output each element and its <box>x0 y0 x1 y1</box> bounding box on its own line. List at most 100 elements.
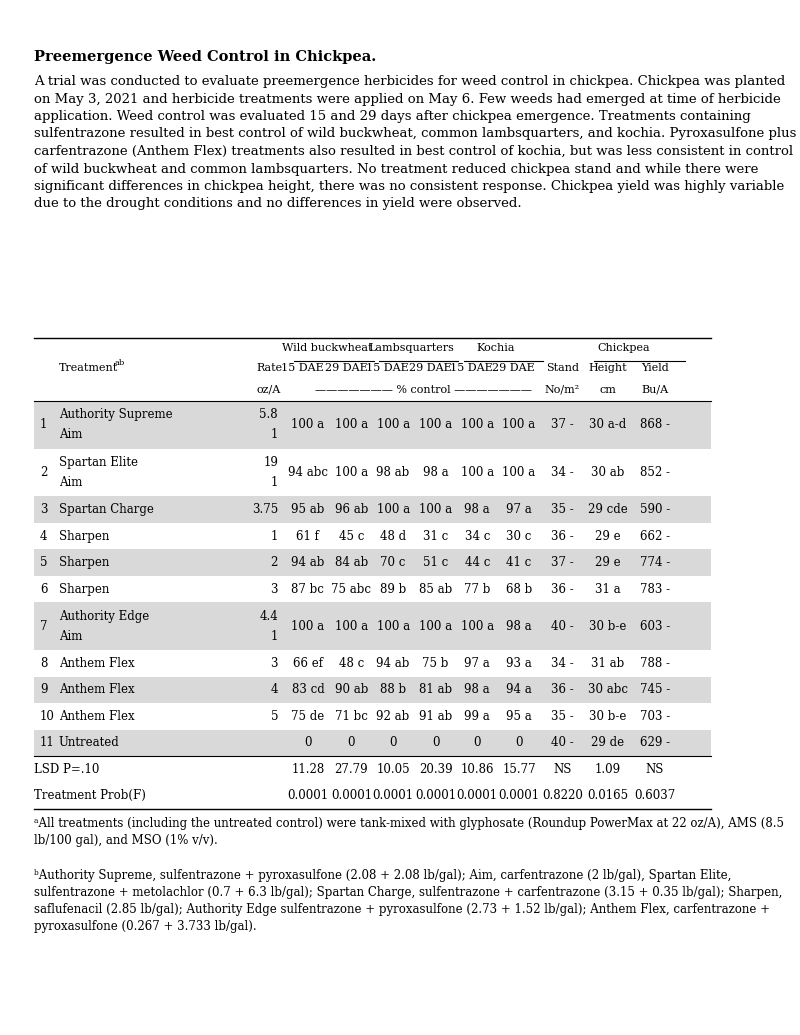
Text: 29 DAE: 29 DAE <box>492 363 535 373</box>
Text: 98 a: 98 a <box>423 466 449 479</box>
Text: 100 a: 100 a <box>461 620 494 632</box>
Text: 2: 2 <box>270 556 278 569</box>
Text: 45 c: 45 c <box>338 530 364 542</box>
Text: 5.8: 5.8 <box>259 409 278 421</box>
Text: Aim: Aim <box>59 476 82 490</box>
Text: Aim: Aim <box>59 629 82 643</box>
Text: NS: NS <box>554 763 572 776</box>
Text: 0: 0 <box>390 736 397 749</box>
Text: 0.0001: 0.0001 <box>287 790 329 802</box>
Text: 868 -: 868 - <box>640 418 670 432</box>
Text: 98 a: 98 a <box>506 620 532 632</box>
Text: 9: 9 <box>40 683 47 697</box>
Text: 1: 1 <box>270 530 278 542</box>
Text: 30 a-d: 30 a-d <box>589 418 626 432</box>
Text: 29 e: 29 e <box>595 556 621 569</box>
Text: 11: 11 <box>40 736 54 749</box>
Text: ᵃAll treatments (including the untreated control) were tank-mixed with glyphosat: ᵃAll treatments (including the untreated… <box>34 817 785 847</box>
Bar <box>34 677 711 703</box>
Text: 94 ab: 94 ab <box>291 556 325 569</box>
Text: Authority Edge: Authority Edge <box>59 610 149 623</box>
Bar <box>34 497 711 523</box>
Text: 11.28: 11.28 <box>291 763 325 776</box>
Text: 31 a: 31 a <box>595 583 621 596</box>
Text: Sharpen: Sharpen <box>59 556 110 569</box>
Text: 100 a: 100 a <box>461 418 494 432</box>
Text: 100 a: 100 a <box>291 620 325 632</box>
Text: 100 a: 100 a <box>419 418 452 432</box>
Text: 40 -: 40 - <box>551 736 574 749</box>
Bar <box>34 550 711 575</box>
Text: 92 ab: 92 ab <box>377 710 410 722</box>
Text: Treatment: Treatment <box>59 363 118 373</box>
Text: 100 a: 100 a <box>502 418 535 432</box>
Text: 0.0001: 0.0001 <box>373 790 414 802</box>
Text: 89 b: 89 b <box>380 583 406 596</box>
Text: 100 a: 100 a <box>291 418 325 432</box>
Text: 1.09: 1.09 <box>594 763 621 776</box>
Text: oz/A: oz/A <box>257 385 281 395</box>
Text: 783 -: 783 - <box>640 583 670 596</box>
Text: 34 -: 34 - <box>551 657 574 670</box>
Text: 8: 8 <box>40 657 47 670</box>
Text: 94 ab: 94 ab <box>376 657 410 670</box>
Text: 629 -: 629 - <box>640 736 670 749</box>
Text: 97 a: 97 a <box>465 657 490 670</box>
Text: 98 a: 98 a <box>465 503 490 516</box>
Text: 96 ab: 96 ab <box>334 503 368 516</box>
Text: 71 bc: 71 bc <box>335 710 368 722</box>
Text: 788 -: 788 - <box>640 657 670 670</box>
Text: 0: 0 <box>474 736 481 749</box>
Text: 4.4: 4.4 <box>259 610 278 623</box>
Text: Rate: Rate <box>256 363 282 373</box>
Text: 36 -: 36 - <box>551 683 574 697</box>
Text: 100 a: 100 a <box>335 620 368 632</box>
Text: 81 ab: 81 ab <box>419 683 452 697</box>
Text: 3: 3 <box>270 657 278 670</box>
Text: Height: Height <box>589 363 627 373</box>
Text: 87 bc: 87 bc <box>291 583 324 596</box>
Text: 100 a: 100 a <box>461 466 494 479</box>
Text: 44 c: 44 c <box>465 556 490 569</box>
Text: 70 c: 70 c <box>380 556 406 569</box>
Text: 3.75: 3.75 <box>252 503 278 516</box>
Text: Chickpea: Chickpea <box>598 343 650 353</box>
Text: 0.0001: 0.0001 <box>331 790 372 802</box>
Text: 34 c: 34 c <box>465 530 490 542</box>
Text: 29 e: 29 e <box>595 530 621 542</box>
Text: 95 ab: 95 ab <box>291 503 325 516</box>
Text: ab: ab <box>115 359 126 367</box>
Text: 100 a: 100 a <box>502 466 535 479</box>
Text: 66 ef: 66 ef <box>293 657 323 670</box>
Text: 48 c: 48 c <box>338 657 364 670</box>
Text: Preemergence Weed Control in Chickpea.: Preemergence Weed Control in Chickpea. <box>34 50 377 64</box>
Text: 10.05: 10.05 <box>376 763 410 776</box>
Text: 5: 5 <box>270 710 278 722</box>
Text: 98 ab: 98 ab <box>377 466 410 479</box>
Text: A trial was conducted to evaluate preemergence herbicides for weed control in ch: A trial was conducted to evaluate preeme… <box>34 75 797 210</box>
Text: 100 a: 100 a <box>377 503 410 516</box>
Text: 0: 0 <box>515 736 522 749</box>
Text: 91 ab: 91 ab <box>419 710 452 722</box>
Text: 15 DAE: 15 DAE <box>281 363 324 373</box>
Text: 10: 10 <box>40 710 54 722</box>
Text: 7: 7 <box>40 620 47 632</box>
Text: 75 de: 75 de <box>291 710 325 722</box>
Text: 0: 0 <box>432 736 439 749</box>
Text: 36 -: 36 - <box>551 583 574 596</box>
Text: Yield: Yield <box>641 363 669 373</box>
Text: Kochia: Kochia <box>476 343 514 353</box>
Text: 29 DAE: 29 DAE <box>409 363 451 373</box>
Text: 0.0001: 0.0001 <box>457 790 498 802</box>
Text: 41 c: 41 c <box>506 556 531 569</box>
Text: 745 -: 745 - <box>640 683 670 697</box>
Text: 15 DAE: 15 DAE <box>450 363 494 373</box>
Text: 100 a: 100 a <box>335 466 368 479</box>
Bar <box>34 602 711 650</box>
Text: 36 -: 36 - <box>551 530 574 542</box>
Text: 703 -: 703 - <box>640 710 670 722</box>
Text: 1: 1 <box>270 428 278 441</box>
Text: 5: 5 <box>40 556 47 569</box>
Text: 90 ab: 90 ab <box>334 683 368 697</box>
Text: 1: 1 <box>40 418 47 432</box>
